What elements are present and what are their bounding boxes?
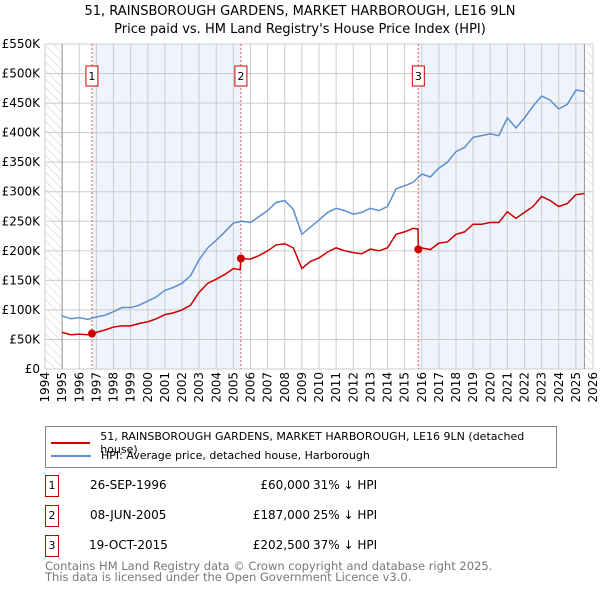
legend: 51, RAINSBOROUGH GARDENS, MARKET HARBORO… [45,426,557,468]
sale-marker: 2 [45,505,59,527]
sale-date: 08-JUN-2005 [90,508,167,522]
y-tick-label: £550K [2,37,42,51]
sale-row: 3 19-OCT-2015 £202,500 37% ↓ HPI [45,535,445,557]
chart-subtitle: Price paid vs. HM Land Registry's House … [114,22,486,37]
legend-label: 51, RAINSBOROUGH GARDENS, MARKET HARBORO… [100,430,525,456]
sale-marker: 3 [45,535,59,557]
footer-copyright: Contains HM Land Registry data © Crown c… [45,559,493,573]
sale-price: £60,000 [260,478,310,492]
y-tick-label: £100K [2,303,42,317]
x-tick-label: 2024 [552,372,566,403]
x-tick-label: 1995 [55,372,69,403]
x-tick-label: 2009 [295,372,309,403]
legend-swatch-red [51,442,91,444]
x-tick-label: 2019 [466,372,480,403]
y-tick-label: £0 [25,362,40,376]
legend-swatch-blue [51,454,91,457]
sale-marker: 1 [45,475,59,497]
sale-row: 2 08-JUN-2005 £187,000 25% ↓ HPI [45,505,445,527]
x-tick-label: 2016 [415,372,429,403]
x-tick-label: 2008 [278,372,292,403]
sale-point [87,329,96,338]
legend-label: HPI: Average price, detached house, Harb… [101,449,370,462]
sale-point [414,245,423,254]
y-tick-label: £250K [2,214,42,228]
y-tick-label: £450K [2,96,42,110]
x-tick-label: 1999 [124,372,138,403]
sale-price: £202,500 [252,538,310,552]
sale-date: 26-SEP-1996 [90,478,167,492]
x-tick-label: 2021 [500,372,514,403]
x-tick-label: 2002 [175,372,189,403]
hatched-region-before [45,44,63,369]
x-tick-label: 2023 [535,372,549,403]
x-tick-label: 2015 [398,372,412,403]
shaded-band [91,44,241,369]
x-tick-label: 2018 [449,372,463,403]
x-tick-label: 2026 [586,372,600,403]
y-tick-label: £300K [2,185,42,199]
x-tick-label: 2012 [346,372,360,403]
shaded-band [418,44,585,369]
y-tick-label: £350K [2,155,42,169]
x-tick-label: 2010 [312,372,326,403]
x-tick-label: 2004 [209,372,223,403]
x-tick-label: 2022 [518,372,532,403]
x-tick-label: 2014 [381,372,395,403]
sale-row: 1 26-SEP-1996 £60,000 31% ↓ HPI [45,475,445,497]
x-tick-label: 2025 [569,372,583,403]
sale-hpi-diff: 31% ↓ HPI [313,478,378,492]
sale-hpi-diff: 37% ↓ HPI [313,538,378,552]
y-tick-label: £500K [2,67,42,81]
x-tick-label: 2003 [192,372,206,403]
x-tick-label: 2011 [329,372,343,403]
legend-item-hpi: HPI: Average price, detached house, Harb… [51,449,370,462]
x-tick-label: 2013 [363,372,377,403]
x-tick-label: 2007 [261,372,275,403]
x-tick-label: 2020 [483,372,497,403]
legend-item-property: 51, RAINSBOROUGH GARDENS, MARKET HARBORO… [51,430,556,456]
x-tick-label: 2017 [432,372,446,403]
y-tick-label: £150K [2,273,42,287]
sale-label: 1 [88,70,95,83]
chart-title: 51, RAINSBOROUGH GARDENS, MARKET HARBORO… [84,4,516,19]
sale-label-box [85,65,99,87]
y-tick-label: £200K [2,244,42,258]
x-tick-label: 1994 [38,372,52,403]
x-tick-label: 2001 [158,372,172,403]
sale-label: 3 [415,70,422,83]
x-tick-label: 2005 [226,372,240,403]
x-tick-label: 1997 [89,372,103,403]
sale-date: 19-OCT-2015 [89,538,168,552]
x-tick-label: 2000 [141,372,155,403]
hatched-region-after [584,44,593,369]
sale-label-box [411,65,425,87]
price-chart: 1994 1995 1996 1997 1998 1999 2000 2001 2002 2003… [2,37,600,403]
x-tick-label: 1998 [107,372,121,403]
y-tick-label: £400K [2,126,42,140]
series-line [61,192,585,336]
x-tick-label: 1996 [72,372,86,403]
x-tick-label: 2006 [244,372,258,403]
sale-point [236,254,245,263]
sale-price: £187,000 [252,508,310,522]
sale-label-box [234,65,248,87]
series-line [61,89,585,321]
sale-label: 2 [237,70,244,83]
sale-hpi-diff: 25% ↓ HPI [313,508,378,522]
footer-licence: This data is licensed under the Open Gov… [45,570,412,584]
y-tick-label: £50K [9,332,41,346]
